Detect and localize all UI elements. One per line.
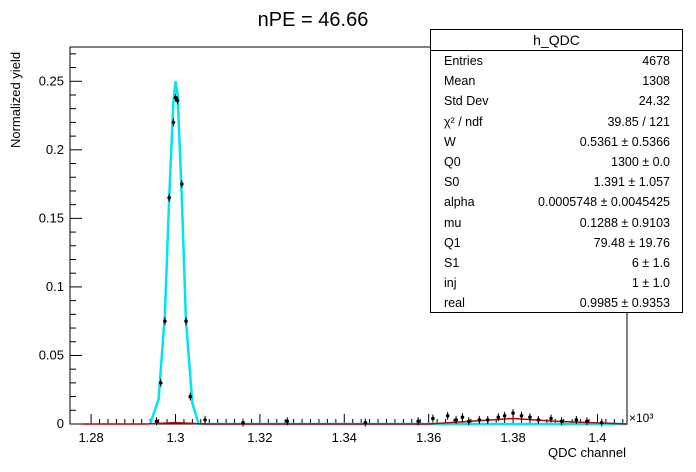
- data-point: [519, 413, 524, 418]
- stats-rows: Entries 4678 Mean 1308 Std Dev 24.32 χ² / ndf 3…: [431, 51, 682, 313]
- y-tick-label: 0: [57, 416, 64, 431]
- stats-label: Entries: [444, 54, 483, 68]
- stats-label: mu: [444, 215, 462, 230]
- y-tick-label: 0.1: [46, 279, 64, 294]
- data-point: [241, 420, 245, 425]
- stats-row: inj 1 ± 1.0: [431, 273, 682, 293]
- stats-value: 0.0005748 ± 0.0045425: [538, 195, 670, 210]
- stats-box: h_QDC Entries 4678 Mean 1308 Std Dev 24.32 χ² …: [430, 29, 683, 313]
- stats-row: Q0 1300 ± 0.0: [431, 152, 682, 172]
- stats-row: Entries 4678: [431, 51, 682, 71]
- x-tick-label: 1.34: [332, 430, 357, 445]
- data-point: [363, 420, 368, 425]
- data-point: [599, 420, 604, 425]
- stats-label: inj: [444, 276, 457, 291]
- data-point: [431, 416, 435, 421]
- chart-title: nPE = 46.66: [258, 9, 369, 31]
- data-point: [445, 413, 450, 418]
- data-point: [549, 416, 553, 421]
- data-point: [171, 120, 176, 125]
- stats-label: Mean: [444, 74, 476, 89]
- data-point: [180, 182, 184, 186]
- data-point: [173, 95, 178, 100]
- data-point: [466, 419, 471, 424]
- x-tick-label: 1.28: [78, 430, 103, 445]
- stats-value: 6 ± 1.6: [631, 255, 670, 270]
- y-axis-label: Normalized yield: [8, 52, 23, 148]
- stats-label: S1: [444, 255, 460, 270]
- stats-label: W: [444, 134, 456, 149]
- x-multiplier: ×10³: [629, 411, 653, 425]
- stats-row: Std Dev 24.32: [431, 91, 682, 111]
- data-point: [536, 418, 541, 422]
- data-point: [203, 418, 207, 422]
- y-tick-label: 0.25: [39, 73, 64, 88]
- data-point: [511, 411, 515, 415]
- data-point: [585, 419, 589, 424]
- stats-row: W 0.5361 ± 0.5366: [431, 132, 682, 152]
- background-curve: [82, 417, 628, 425]
- stats-row: χ² / ndf 39.85 / 121: [431, 112, 682, 132]
- stats-value: 0.9985 ± 0.9353: [579, 296, 670, 311]
- stats-label: Std Dev: [444, 94, 489, 109]
- stats-label: χ² / ndf: [444, 114, 483, 129]
- stats-value: 0.1288 ± 0.9103: [579, 215, 670, 230]
- stats-label: Q0: [444, 154, 461, 169]
- stats-value: 1308: [642, 74, 670, 89]
- stats-label: Q1: [444, 235, 461, 250]
- data-point: [188, 394, 193, 399]
- stats-value: 0.5361 ± 0.5366: [579, 134, 670, 149]
- stats-value: 1.391 ± 1.057: [593, 175, 670, 190]
- data-point: [502, 413, 507, 418]
- stats-value: 1 ± 1.0: [631, 276, 670, 291]
- data-point: [175, 98, 180, 103]
- stats-row: alpha 0.0005748 ± 0.0045425: [431, 192, 682, 212]
- stats-value: 79.48 ± 19.76: [593, 235, 670, 250]
- x-tick-label: 1.36: [416, 430, 441, 445]
- data-point: [158, 381, 163, 385]
- stats-row: S0 1.391 ± 1.057: [431, 172, 682, 192]
- y-tick-label: 0.05: [39, 347, 64, 362]
- stats-label: alpha: [444, 195, 475, 210]
- stats-label: real: [444, 296, 465, 311]
- stats-row: real 0.9985 ± 0.9353: [431, 293, 682, 313]
- data-point: [416, 419, 420, 424]
- stats-row: Mean 1308: [431, 71, 682, 91]
- x-tick-label: 1.3: [166, 430, 184, 445]
- data-point: [477, 418, 482, 422]
- stats-row: S1 6 ± 1.6: [431, 253, 682, 273]
- data-point: [184, 319, 188, 323]
- stats-value: 39.85 / 121: [607, 114, 670, 129]
- stats-label: S0: [444, 175, 460, 190]
- stats-row: Q1 79.48 ± 19.76: [431, 233, 682, 253]
- data-point: [574, 418, 579, 422]
- data-point: [454, 418, 458, 422]
- plot-marks: [82, 81, 628, 427]
- stats-value: 4678: [642, 54, 670, 68]
- stats-title: h_QDC: [431, 30, 682, 51]
- data-point: [167, 196, 171, 200]
- data-point: [496, 415, 501, 419]
- x-tick-label: 1.38: [500, 430, 525, 445]
- stats-row: mu 0.1288 ± 0.9103: [431, 213, 682, 233]
- y-tick-label: 0.15: [39, 210, 64, 225]
- data-point: [485, 418, 490, 422]
- x-tick-label: 1.32: [247, 430, 272, 445]
- data-point: [528, 415, 532, 419]
- data-point: [163, 319, 167, 323]
- data-point: [154, 419, 159, 424]
- stats-value: 24.32: [638, 94, 670, 109]
- x-tick-label: 1.4: [588, 430, 606, 445]
- y-tick-label: 0.2: [46, 142, 64, 157]
- axes: 1.28 1.3 1.32 1.34 1.36 1.38 1.4 0 0.05 0.1 0.15 0.…: [39, 53, 624, 445]
- stats-value: 1300 ± 0.0: [611, 154, 670, 169]
- data-point: [285, 419, 290, 424]
- data-point: [559, 419, 564, 424]
- data-point: [460, 415, 465, 419]
- x-axis-label: QDC channel: [548, 445, 626, 460]
- fit-curve: [149, 81, 627, 426]
